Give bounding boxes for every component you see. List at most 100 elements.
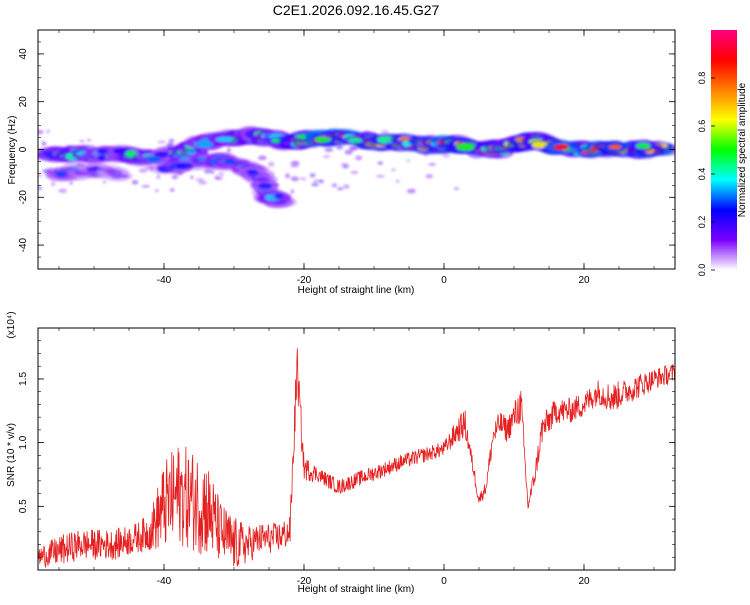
spectrogram-x-label: Height of straight line (km) bbox=[298, 285, 415, 296]
spectrogram-speckle bbox=[183, 146, 187, 151]
spectrogram-speckle bbox=[253, 178, 259, 182]
spectrogram-speckle bbox=[311, 182, 319, 187]
spectrogram-speckle bbox=[179, 141, 187, 147]
spectrogram-speckle bbox=[413, 135, 418, 140]
spectrogram-speckle bbox=[390, 144, 394, 148]
spectrogram-speckle bbox=[425, 174, 434, 179]
spectrogram-speckle bbox=[299, 140, 306, 146]
spectrogram-cell bbox=[97, 148, 108, 154]
spectrogram-speckle bbox=[168, 138, 175, 143]
spectrogram-speckle bbox=[377, 161, 383, 165]
spectrogram-y-label: Frequency (Hz) bbox=[7, 116, 18, 185]
x-tick-label: -20 bbox=[297, 576, 312, 587]
spectrogram-panel: -40 -20 0 20 -40 -20 0 20 40 Height of straight… bbox=[7, 29, 676, 296]
spectrogram-speckle bbox=[141, 185, 151, 188]
spectrogram-speckle bbox=[386, 139, 390, 144]
colorbar-tick-label: 0.4 bbox=[697, 168, 707, 181]
spectrogram-speckle bbox=[300, 177, 307, 181]
spectrogram-speckle bbox=[344, 149, 353, 155]
spectrogram-cell bbox=[348, 138, 363, 143]
spectrogram-speckle bbox=[290, 176, 300, 182]
spectrogram-speckle bbox=[71, 154, 81, 158]
spectrogram-speckle bbox=[200, 150, 205, 155]
spectrogram-speckle bbox=[309, 173, 316, 178]
colorbar-tick-label: 0.8 bbox=[697, 72, 707, 85]
spectrogram-y-ticks: -40 -20 0 20 40 bbox=[18, 29, 675, 270]
colorbar-tick-label: 0.6 bbox=[697, 120, 707, 133]
spectrogram-cell bbox=[224, 158, 236, 165]
spectrogram-speckle bbox=[53, 169, 58, 173]
spectrogram-cell bbox=[608, 145, 622, 150]
spectrogram-speckle bbox=[195, 178, 204, 181]
spectrogram-speckle bbox=[156, 174, 161, 180]
spectrogram-speckle bbox=[38, 130, 44, 135]
spectrogram-speckle bbox=[211, 170, 215, 175]
x-tick-label: 0 bbox=[441, 275, 447, 286]
y-tick-label: 1.0 bbox=[18, 435, 29, 449]
spectrogram-speckle bbox=[223, 142, 231, 145]
spectrogram-speckle bbox=[236, 129, 244, 133]
snr-multiplier-label: (x10⁴) bbox=[6, 311, 17, 338]
spectrogram-speckle bbox=[340, 162, 350, 166]
spectrogram-speckle bbox=[83, 155, 87, 160]
spectrogram-speckle bbox=[283, 141, 290, 146]
spectrogram-speckle bbox=[38, 186, 42, 191]
spectrogram-speckle bbox=[171, 174, 179, 180]
spectrogram-speckle bbox=[453, 187, 460, 190]
spectrogram-speckle bbox=[395, 179, 400, 183]
x-tick-label: 0 bbox=[441, 576, 447, 587]
spectrogram-speckle bbox=[354, 155, 363, 161]
x-tick-label: 20 bbox=[578, 275, 590, 286]
spectrogram-speckle bbox=[267, 161, 275, 167]
spectrogram-speckle bbox=[442, 154, 451, 158]
spectrogram-speckle bbox=[118, 159, 125, 163]
spectrogram-speckle bbox=[247, 131, 251, 134]
spectrogram-speckle bbox=[65, 145, 74, 148]
spectrogram-speckle bbox=[226, 148, 231, 153]
spectrogram-speckle bbox=[290, 160, 300, 166]
spectrogram-speckle bbox=[290, 164, 299, 168]
spectrogram-cell bbox=[197, 157, 206, 162]
spectrogram-speckle bbox=[131, 179, 139, 185]
spectrogram-speckle bbox=[313, 179, 322, 183]
spectrogram-speckle bbox=[376, 174, 385, 178]
spectrogram-speckle bbox=[342, 165, 349, 169]
spectrogram-speckle bbox=[177, 148, 184, 154]
snr-x-ticks: -40 -20 0 20 bbox=[58, 328, 655, 587]
spectrogram-speckle bbox=[406, 190, 416, 194]
spectrogram-speckle bbox=[324, 148, 334, 152]
spectrogram-speckle bbox=[121, 175, 129, 178]
spectrogram-speckle bbox=[114, 151, 120, 155]
spectrogram-speckle bbox=[51, 181, 55, 187]
spectrogram-speckle bbox=[257, 155, 267, 161]
spectrogram-speckle bbox=[184, 167, 192, 172]
spectrogram-speckle bbox=[290, 189, 295, 194]
spectrogram-speckle bbox=[102, 181, 107, 184]
x-tick-label: -40 bbox=[157, 275, 172, 286]
colorbar-tick-label: 0.2 bbox=[697, 216, 707, 229]
spectrogram-speckle bbox=[285, 173, 290, 179]
spectrogram-speckle bbox=[350, 147, 358, 151]
spectrogram-speckle bbox=[190, 175, 194, 180]
spectrogram-speckle bbox=[76, 162, 85, 167]
y-tick-label: 0 bbox=[18, 146, 29, 152]
x-tick-label: -40 bbox=[157, 576, 172, 587]
snr-y-label: SNR (10 * v/v) bbox=[6, 423, 17, 487]
x-tick-label: 20 bbox=[578, 576, 590, 587]
y-tick-label: 20 bbox=[18, 96, 29, 108]
chart-title: C2E1.2026.092.16.45.G27 bbox=[273, 2, 440, 18]
colorbar-label: Normalized spectral amplitude bbox=[737, 82, 748, 217]
spectrogram-cell bbox=[274, 193, 284, 200]
spectrogram-speckle bbox=[311, 142, 317, 146]
spectrogram-speckle bbox=[406, 159, 411, 162]
colorbar-ticks: 0.0 0.2 0.4 0.6 0.8 bbox=[697, 72, 715, 277]
spectrogram-speckle bbox=[69, 181, 73, 185]
spectrogram-cell bbox=[55, 170, 66, 177]
colorbar-tick-label: 0.0 bbox=[697, 264, 707, 277]
spectrogram-speckle bbox=[58, 188, 67, 193]
spectrogram-speckle bbox=[263, 129, 268, 133]
spectrogram-speckle bbox=[167, 142, 175, 147]
y-tick-label: 1.5 bbox=[18, 372, 29, 386]
spectrogram-speckle bbox=[331, 183, 337, 188]
